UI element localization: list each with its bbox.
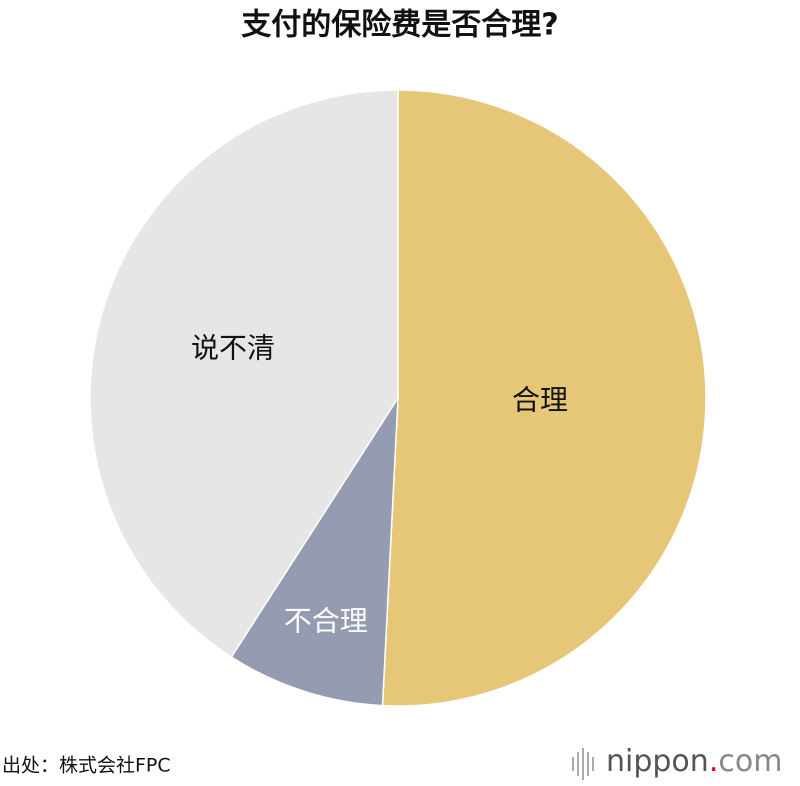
pie-slice: [89, 89, 399, 659]
logo-dot: .: [709, 744, 719, 779]
logo-bar: [592, 757, 594, 771]
logo-text: nippon.com: [606, 744, 782, 779]
chart-title: 支付的保险费是否合理?: [241, 8, 558, 43]
logo-tld: com: [718, 744, 782, 779]
slice-label: 说不清: [191, 331, 275, 364]
logo-name: nippon: [606, 744, 709, 779]
slice-label: 不合理: [284, 605, 368, 638]
logo-bar: [582, 748, 584, 780]
pie-slice: [230, 395, 399, 707]
logo-bar: [572, 757, 574, 771]
logo-bar: [587, 752, 589, 776]
source-note: 出处：株式会社FPC: [2, 755, 171, 777]
logo-icon: [572, 748, 594, 780]
pie-slice: [381, 89, 707, 707]
logo: nippon.com: [572, 744, 782, 780]
logo-bar: [577, 752, 579, 776]
slice-label: 合理: [512, 384, 568, 417]
